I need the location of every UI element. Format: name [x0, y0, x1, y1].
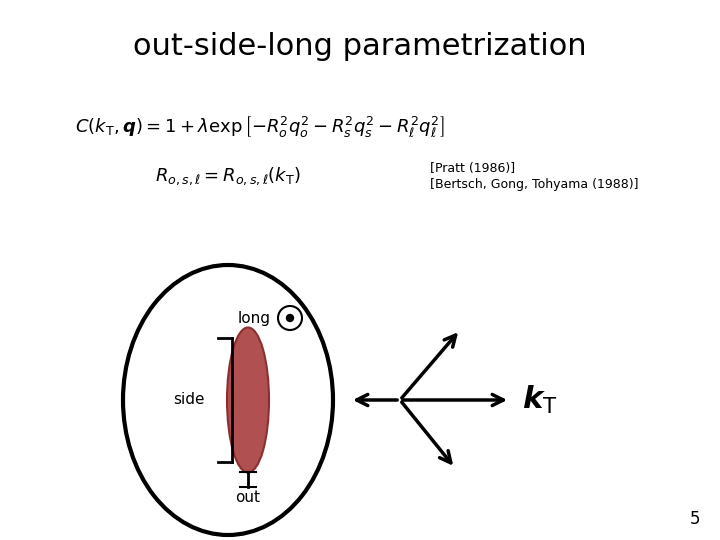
Text: side: side: [174, 393, 205, 408]
Text: $C(k_{\mathrm{T}}, \boldsymbol{q}) = 1 + \lambda \exp\left[-R_o^2 q_o^2 - R_s^2 : $C(k_{\mathrm{T}}, \boldsymbol{q}) = 1 +…: [75, 115, 445, 140]
Text: $\boldsymbol{k}_{\mathrm{T}}$: $\boldsymbol{k}_{\mathrm{T}}$: [522, 384, 558, 416]
Ellipse shape: [227, 327, 269, 472]
Text: long: long: [238, 310, 271, 326]
Circle shape: [278, 306, 302, 330]
Circle shape: [287, 314, 294, 321]
Text: $R_{o,s,\ell} = R_{o,s,\ell}(k_{\mathrm{T}})$: $R_{o,s,\ell} = R_{o,s,\ell}(k_{\mathrm{…: [155, 165, 301, 187]
Text: 5: 5: [690, 510, 700, 528]
Text: out-side-long parametrization: out-side-long parametrization: [133, 32, 587, 61]
Ellipse shape: [123, 265, 333, 535]
Text: [Bertsch, Gong, Tohyama (1988)]: [Bertsch, Gong, Tohyama (1988)]: [430, 178, 639, 191]
Text: out: out: [235, 490, 261, 505]
Text: [Pratt (1986)]: [Pratt (1986)]: [430, 162, 515, 175]
